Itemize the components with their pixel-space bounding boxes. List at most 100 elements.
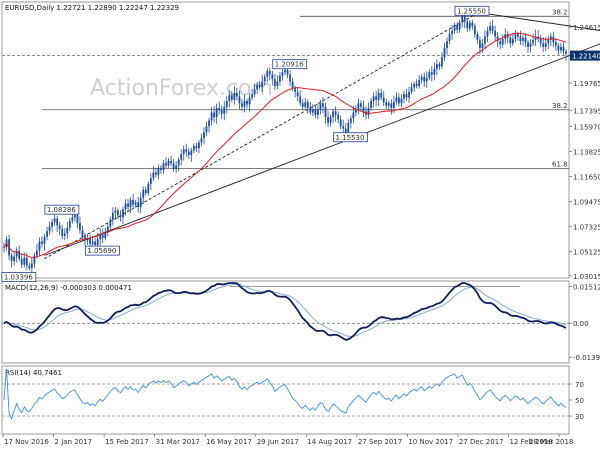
price-tick-label: 1.15970 bbox=[573, 124, 600, 132]
candle-body bbox=[375, 96, 378, 100]
candle-body bbox=[281, 72, 284, 76]
candle-body bbox=[420, 76, 423, 81]
candle-body bbox=[261, 81, 264, 88]
candle-body bbox=[481, 43, 484, 49]
candle-body bbox=[104, 232, 107, 239]
candle-body bbox=[347, 122, 350, 133]
candle-body bbox=[380, 92, 383, 98]
candle-body bbox=[461, 15, 464, 23]
candle-body bbox=[400, 98, 403, 104]
candle-body bbox=[160, 167, 162, 171]
candle-body bbox=[360, 103, 362, 107]
candle-body bbox=[96, 239, 99, 246]
candle-body bbox=[241, 103, 243, 107]
x-tick-label: 14 Aug 2017 bbox=[307, 438, 352, 446]
candle-body bbox=[192, 145, 195, 151]
candle-body bbox=[91, 241, 94, 244]
candle-body bbox=[114, 210, 117, 213]
macd-tick-label: -0.013938 bbox=[573, 354, 600, 362]
candle-body bbox=[205, 126, 208, 133]
candle-body bbox=[51, 221, 53, 227]
candle-body bbox=[248, 97, 251, 105]
macd-panel-frame bbox=[1, 280, 570, 364]
candles bbox=[3, 11, 567, 275]
candle-body bbox=[218, 107, 221, 111]
x-tick-label: 2 Jan 2017 bbox=[55, 438, 93, 446]
price-tick-label: 1.19765 bbox=[573, 80, 600, 88]
candle-body bbox=[514, 34, 517, 39]
candle-body bbox=[372, 96, 375, 102]
candle-body bbox=[109, 219, 112, 227]
price-tick-label: 1.09475 bbox=[573, 199, 600, 207]
candle-body bbox=[253, 89, 256, 95]
macd-line bbox=[3, 282, 567, 341]
candle-body bbox=[471, 22, 474, 27]
candle-body bbox=[496, 36, 499, 42]
candle-body bbox=[73, 215, 76, 218]
x-tick-label: 27 Dec 2017 bbox=[459, 438, 504, 446]
x-tick-label: 10 Nov 2017 bbox=[408, 438, 453, 446]
candle-body bbox=[301, 103, 304, 107]
candle-body bbox=[479, 39, 481, 49]
candle-body bbox=[172, 163, 175, 169]
rsi-header: RSI(14) 40.7461 bbox=[5, 369, 62, 377]
candle-body bbox=[266, 71, 269, 77]
candle-body bbox=[456, 24, 459, 30]
price-annotation: 1.03396 bbox=[1, 272, 37, 282]
annotation-box bbox=[1, 272, 37, 282]
candle-body bbox=[23, 257, 26, 265]
candle-body bbox=[534, 36, 537, 40]
candle-body bbox=[329, 117, 332, 123]
last-price-badge bbox=[570, 50, 600, 61]
moving-average-line bbox=[3, 32, 567, 258]
candle-body bbox=[539, 38, 542, 44]
candle-body bbox=[387, 103, 390, 106]
candle-body bbox=[286, 69, 289, 75]
candle-body bbox=[458, 22, 461, 30]
candle-body bbox=[25, 257, 28, 266]
candle-body bbox=[491, 26, 494, 31]
main-panel-frame bbox=[1, 1, 570, 279]
annotation-box bbox=[272, 59, 308, 70]
candle-body bbox=[354, 109, 357, 113]
fib-label: 38.2 bbox=[552, 102, 568, 110]
candle-body bbox=[524, 37, 527, 43]
candle-body bbox=[236, 92, 238, 97]
macd-signal-line bbox=[3, 283, 567, 338]
candle-body bbox=[322, 103, 324, 107]
candle-body bbox=[139, 197, 142, 207]
channel-lower-line bbox=[44, 43, 600, 256]
candle-body bbox=[433, 68, 436, 75]
candle-body bbox=[182, 149, 185, 154]
candle-body bbox=[319, 103, 322, 110]
watermark: ActionForex.com bbox=[90, 76, 273, 101]
annotation-label: 1.25550 bbox=[457, 7, 486, 15]
candle-body bbox=[517, 34, 519, 37]
candle-body bbox=[157, 167, 160, 175]
candle-body bbox=[36, 250, 38, 256]
candle-body bbox=[3, 247, 5, 249]
candle-body bbox=[258, 84, 261, 88]
candle-body bbox=[215, 107, 218, 118]
candle-body bbox=[511, 38, 514, 44]
candle-body bbox=[13, 256, 16, 262]
candle-body bbox=[435, 64, 438, 69]
candle-body bbox=[246, 101, 248, 105]
candle-body bbox=[357, 103, 360, 110]
candle-body bbox=[473, 26, 476, 35]
annotation-label: 1.08286 bbox=[47, 206, 76, 214]
candle-body bbox=[377, 92, 380, 100]
candle-body bbox=[111, 212, 114, 220]
candle-body bbox=[423, 76, 426, 82]
x-tick-label: 12 Feb 2018 bbox=[509, 438, 553, 446]
candle-body bbox=[532, 39, 534, 44]
candle-body bbox=[291, 81, 294, 89]
annotation-box bbox=[454, 5, 490, 16]
candle-body bbox=[94, 241, 97, 246]
annotation-box bbox=[333, 132, 368, 143]
candle-body bbox=[268, 71, 271, 75]
candle-body bbox=[560, 46, 562, 51]
x-tick-label: 29 Jun 2017 bbox=[257, 438, 299, 446]
candle-body bbox=[165, 163, 167, 166]
